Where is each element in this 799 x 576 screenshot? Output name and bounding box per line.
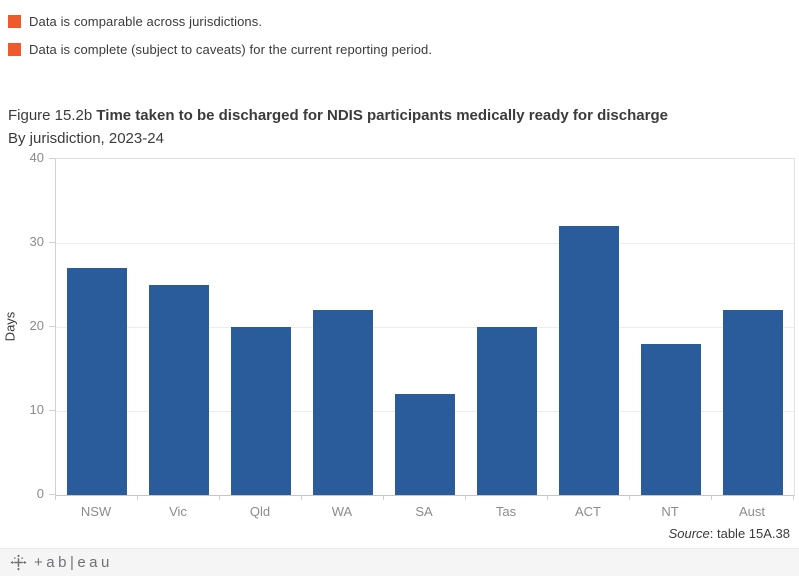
figure-title-block: Figure 15.2b Time taken to be discharged… (8, 104, 668, 150)
y-tick-mark (49, 326, 55, 327)
bar-slot (630, 159, 712, 495)
tableau-footer-bar: +ab|eau (0, 548, 799, 576)
y-tick-mark (49, 242, 55, 243)
tableau-mark-icon (10, 554, 27, 571)
x-tick-label: Vic (169, 504, 187, 519)
y-tick-label: 30 (29, 234, 44, 249)
x-tick-label: ACT (575, 504, 601, 519)
legend-item-comparable: Data is comparable across jurisdictions. (8, 13, 432, 29)
x-tick-mark (55, 495, 56, 500)
bar-Tas[interactable] (476, 327, 538, 495)
x-tick-mark (711, 495, 712, 500)
x-tick-mark (137, 495, 138, 500)
bar-WA[interactable] (312, 310, 374, 495)
bar-slot (548, 159, 630, 495)
bar-Aust[interactable] (722, 310, 784, 495)
x-tick-mark (793, 495, 794, 500)
plot-area (55, 158, 795, 496)
bar-ACT[interactable] (558, 226, 620, 495)
figure-number: Figure 15.2b (8, 107, 97, 124)
source-note: Source: table 15A.38 (669, 526, 790, 541)
bar-NT[interactable] (640, 343, 702, 495)
x-tick-label: WA (331, 504, 353, 519)
bar-slot (302, 159, 384, 495)
bar-slot (220, 159, 302, 495)
x-tick-mark (465, 495, 466, 500)
bar-slot (384, 159, 466, 495)
source-text: : table 15A.38 (709, 526, 790, 541)
y-tick-mark (49, 158, 55, 159)
legend-item-label: Data is comparable across jurisdictions. (29, 13, 263, 29)
y-tick-label: 40 (29, 150, 44, 165)
source-prefix: Source (668, 526, 710, 541)
x-tick-label: NSW (80, 504, 112, 519)
y-tick-label: 0 (36, 486, 44, 501)
orange-square-icon (8, 42, 21, 56)
figure-subtitle: By jurisdiction, 2023-24 (8, 130, 164, 147)
figure-title-text: Time taken to be discharged for NDIS par… (96, 107, 668, 124)
bar-slot (138, 159, 220, 495)
bar-Qld[interactable] (230, 327, 292, 495)
x-tick-label: Aust (738, 504, 765, 519)
figure-title: Figure 15.2b Time taken to be discharged… (8, 104, 668, 127)
y-tick-mark (49, 410, 55, 411)
bar-slot (56, 159, 138, 495)
bars-container (56, 159, 794, 495)
y-tick-label: 10 (29, 402, 44, 417)
tableau-logo-text: +ab|eau (34, 554, 113, 571)
orange-square-icon (8, 14, 21, 28)
gridline (56, 326, 794, 328)
bar-NSW[interactable] (66, 268, 128, 495)
x-tick-mark (629, 495, 630, 500)
bar-slot (466, 159, 548, 495)
legend-item-complete: Data is complete (subject to caveats) fo… (8, 41, 433, 57)
bar-chart: Days 0 10 20 30 40 NSW Vic Qld WA SA Tas ACT NT Aust (0, 151, 799, 538)
bar-SA[interactable] (394, 394, 456, 495)
x-tick-label: SA (415, 504, 433, 519)
x-tick-mark (301, 495, 302, 500)
bar-Vic[interactable] (148, 285, 210, 495)
x-tick-mark (547, 495, 548, 500)
y-tick-label: 20 (29, 318, 44, 333)
caveat-legend: Data is comparable across jurisdictions.… (8, 14, 432, 70)
x-tick-mark (383, 495, 384, 500)
x-tick-label: NT (661, 504, 679, 519)
bar-slot (712, 159, 794, 495)
x-tick-label: Qld (249, 504, 271, 519)
y-tick-mark (49, 494, 55, 495)
tableau-logo[interactable]: +ab|eau (10, 554, 113, 571)
x-tick-label: Tas (495, 504, 517, 519)
gridline (56, 242, 794, 244)
legend-item-label: Data is complete (subject to caveats) fo… (29, 41, 433, 57)
x-tick-mark (219, 495, 220, 500)
